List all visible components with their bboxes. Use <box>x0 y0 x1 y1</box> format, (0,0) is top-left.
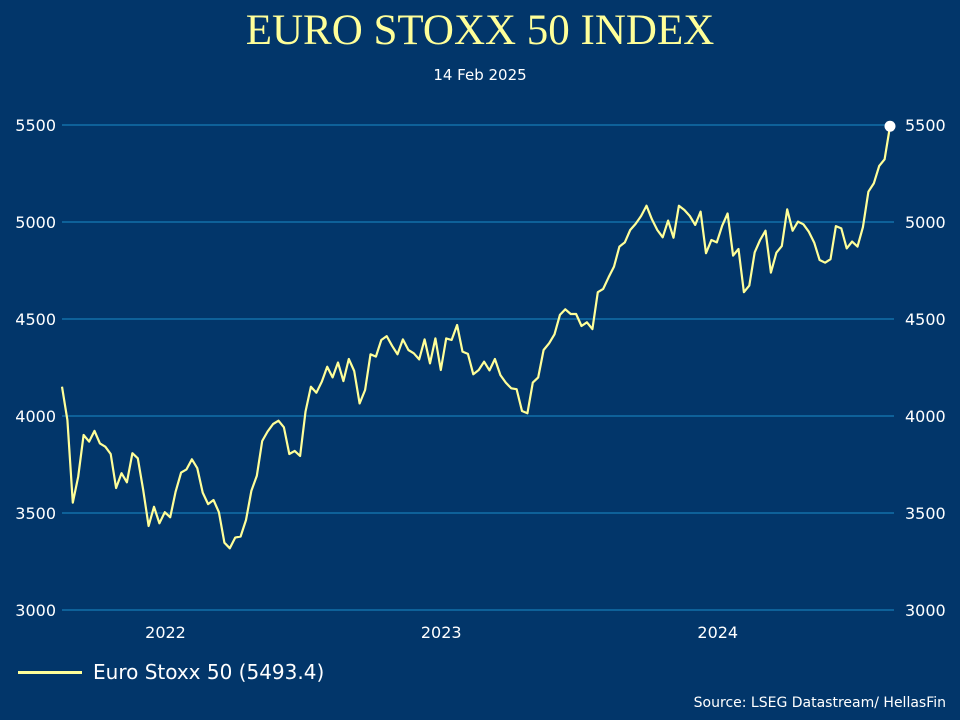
y-tick-label-left: 5500 <box>15 116 56 135</box>
y-tick-label-right: 5000 <box>905 213 946 232</box>
y-tick-label-right: 3500 <box>905 504 946 523</box>
y-tick-label-right: 4000 <box>905 407 946 426</box>
x-tick-label: 2024 <box>697 623 738 642</box>
y-tick-label-left: 4000 <box>15 407 56 426</box>
x-tick-label: 2023 <box>421 623 462 642</box>
chart-title: EURO STOXX 50 INDEX <box>245 7 715 54</box>
y-tick-label-right: 3000 <box>905 601 946 620</box>
y-tick-label-left: 4500 <box>15 310 56 329</box>
legend-label: Euro Stoxx 50 (5493.4) <box>93 660 325 684</box>
y-tick-label-right: 4500 <box>905 310 946 329</box>
y-tick-label-left: 3500 <box>15 504 56 523</box>
chart-subtitle: 14 Feb 2025 <box>433 66 527 84</box>
y-tick-label-left: 5000 <box>15 213 56 232</box>
legend-swatch <box>18 670 82 674</box>
legend: Euro Stoxx 50 (5493.4) <box>18 660 324 684</box>
y-tick-label-right: 5500 <box>905 116 946 135</box>
series-line <box>60 126 892 550</box>
source-note: Source: LSEG Datastream/ HellasFin <box>693 695 946 711</box>
x-tick-label: 2022 <box>145 623 186 642</box>
y-tick-label-left: 3000 <box>15 601 56 620</box>
last-value-marker <box>884 120 896 132</box>
